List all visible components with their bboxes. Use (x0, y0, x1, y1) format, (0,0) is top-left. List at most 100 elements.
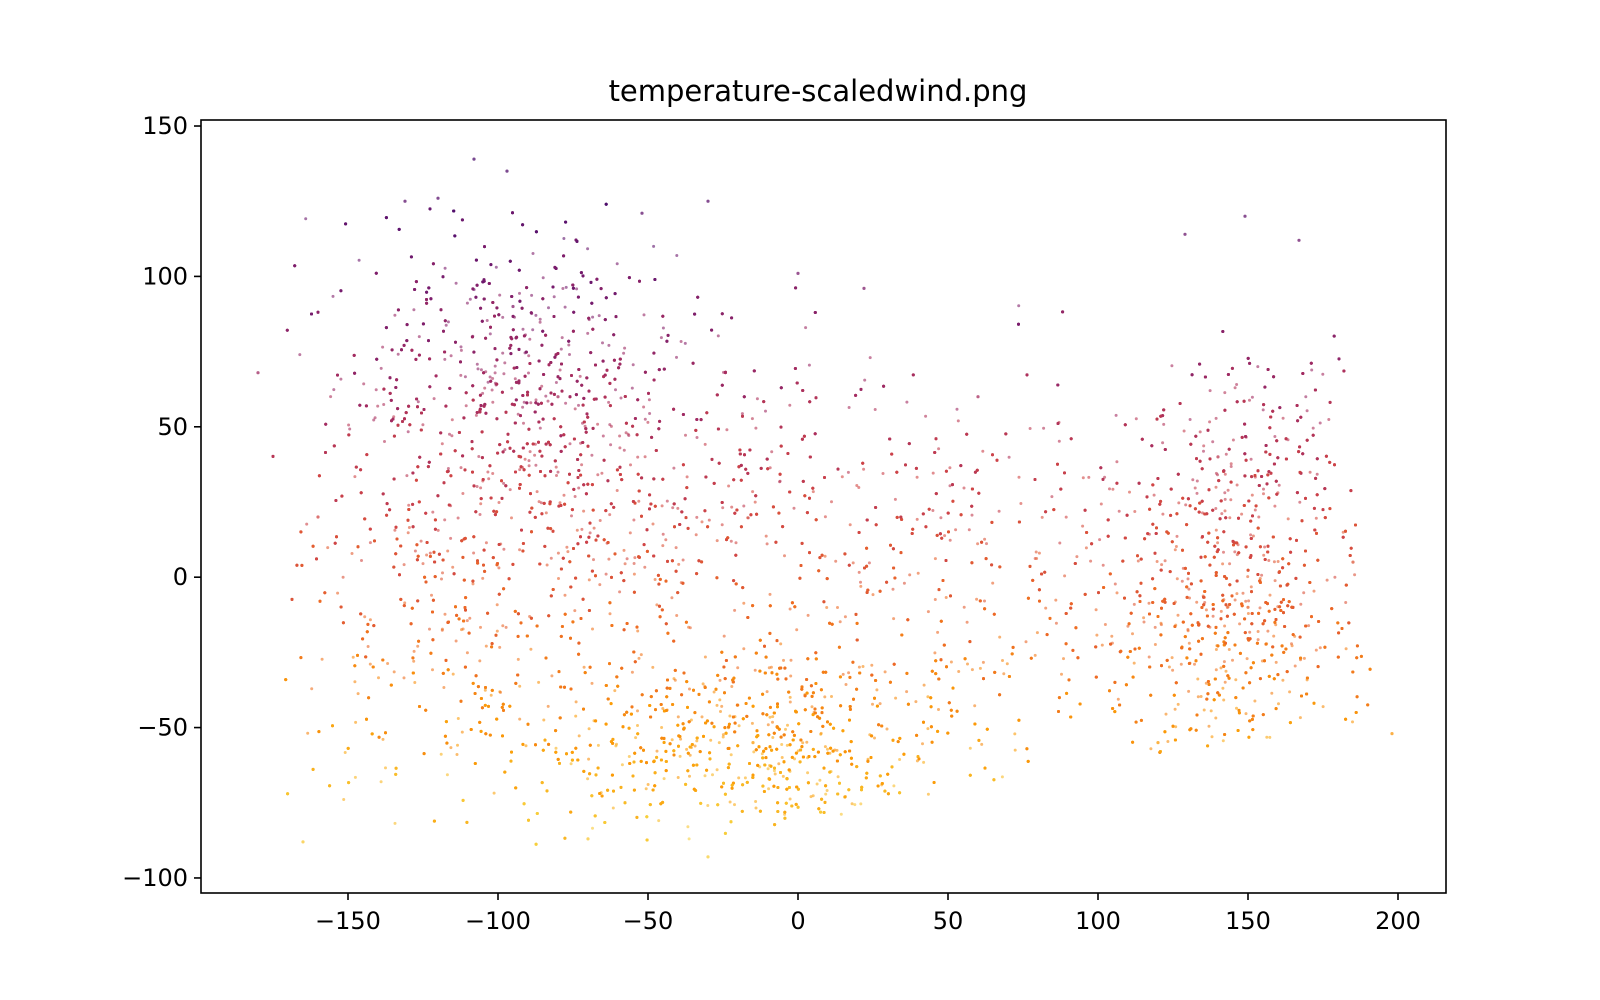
scatter-point (1164, 712, 1168, 716)
scatter-point (522, 400, 526, 404)
scatter-point (948, 466, 952, 470)
scatter-point (1173, 548, 1177, 552)
scatter-point (924, 414, 928, 418)
scatter-point (811, 490, 815, 494)
scatter-point (825, 606, 829, 609)
scatter-point (793, 757, 796, 761)
scatter-point (615, 262, 619, 266)
scatter-point (1087, 475, 1091, 479)
scatter-point (632, 562, 636, 565)
scatter-point (859, 584, 863, 588)
scatter-point (425, 553, 429, 557)
scatter-point (577, 403, 580, 407)
scatter-point (503, 361, 507, 365)
scatter-point (1241, 591, 1245, 595)
scatter-point (336, 591, 340, 595)
scatter-point (636, 629, 640, 633)
scatter-point (810, 705, 814, 709)
scatter-point (559, 347, 563, 351)
scatter-point (670, 596, 674, 600)
scatter-point (573, 609, 577, 613)
scatter-point (1195, 479, 1199, 483)
scatter-point (495, 603, 499, 607)
scatter-point (926, 610, 930, 614)
scatter-point (479, 368, 483, 372)
scatter-point (590, 453, 594, 457)
scatter-point (1223, 509, 1227, 513)
scatter-point (1222, 660, 1226, 664)
scatter-point (561, 287, 565, 290)
scatter-point (368, 618, 372, 622)
scatter-point (781, 774, 785, 778)
scatter-point (720, 523, 724, 527)
scatter-point (948, 538, 952, 542)
scatter-point (695, 739, 699, 743)
scatter-point (1142, 620, 1146, 624)
scatter-point (1214, 716, 1218, 720)
scatter-point (755, 397, 759, 401)
scatter-point (675, 254, 679, 257)
scatter-point (516, 412, 520, 416)
scatter-point (784, 727, 787, 731)
scatter-point (1126, 624, 1130, 628)
scatter-point (560, 336, 564, 340)
scatter-point (736, 666, 740, 670)
scatter-point (1310, 368, 1314, 372)
scatter-point (341, 575, 345, 579)
scatter-point (857, 665, 861, 669)
scatter-point (416, 644, 420, 648)
scatter-point (472, 551, 476, 555)
scatter-point (481, 576, 485, 580)
scatter-point (1001, 659, 1004, 662)
scatter-point (531, 252, 535, 255)
scatter-point (601, 341, 604, 345)
scatter-point (730, 685, 734, 688)
scatter-point (973, 704, 977, 708)
scatter-point (862, 467, 866, 471)
scatter-point (985, 542, 988, 546)
scatter-point (573, 495, 577, 498)
scatter-point (679, 340, 683, 343)
scatter-point (765, 542, 769, 546)
scatter-point (1204, 608, 1208, 612)
scatter-point (540, 384, 544, 388)
scatter-point (587, 578, 591, 582)
scatter-point (622, 448, 626, 452)
scatter-point (1229, 465, 1233, 468)
scatter-point (983, 537, 987, 541)
scatter-point (1219, 609, 1223, 613)
scatter-point (450, 434, 454, 438)
scatter-point (1128, 490, 1131, 494)
scatter-point (598, 519, 602, 522)
scatter-point (524, 744, 528, 748)
scatter-point (672, 466, 676, 470)
scatter-point (715, 539, 719, 543)
scatter-point (636, 709, 639, 713)
scatter-point (521, 405, 525, 409)
scatter-point (840, 475, 844, 479)
scatter-point (518, 717, 522, 721)
scatter-point (1198, 430, 1202, 434)
scatter-point (905, 400, 909, 404)
scatter-point (686, 825, 690, 829)
scatter-point (339, 377, 343, 381)
scatter-point (613, 689, 617, 693)
scatter-point (1263, 545, 1267, 549)
scatter-point (580, 463, 584, 467)
scatter-point (655, 749, 659, 753)
scatter-point (878, 702, 882, 706)
scatter-point (915, 759, 919, 763)
scatter-point (384, 766, 387, 770)
scatter-point (544, 394, 548, 398)
scatter-point (474, 413, 478, 417)
scatter-point (639, 653, 643, 657)
scatter-point (305, 522, 309, 526)
scatter-point (727, 484, 731, 488)
scatter-point (1260, 573, 1264, 577)
scatter-point (954, 528, 958, 532)
scatter-point (416, 400, 420, 404)
scatter-point (1182, 429, 1186, 433)
scatter-point (1174, 545, 1178, 548)
scatter-point (592, 558, 595, 562)
scatter-point (867, 561, 871, 565)
